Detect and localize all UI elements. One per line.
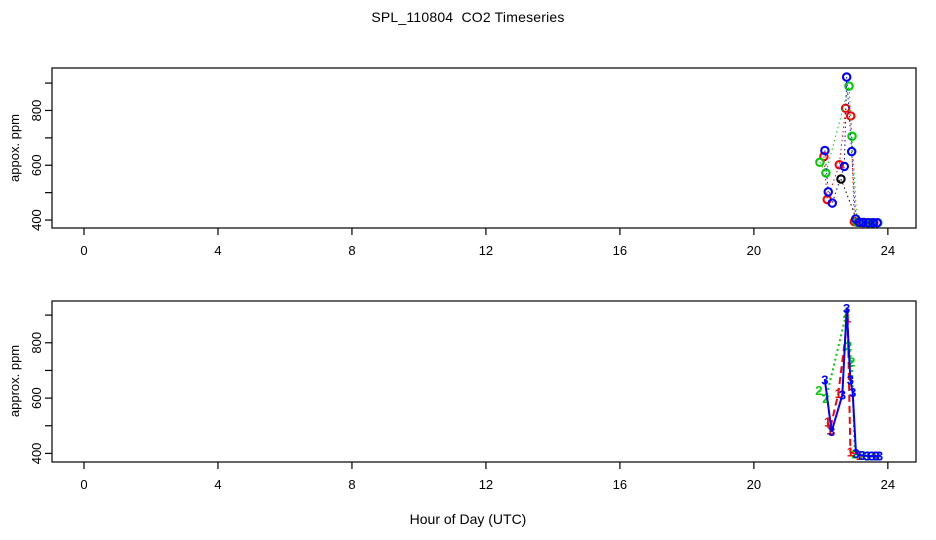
- data-point: 3: [863, 448, 870, 463]
- y-tick-label: 400: [29, 209, 44, 231]
- top-y-axis-label: appox. ppm: [7, 114, 22, 182]
- series-line: [824, 76, 878, 224]
- data-point: [844, 81, 854, 91]
- data-point: [863, 218, 874, 228]
- y-tick-label: 800: [29, 100, 44, 122]
- x-tick-label: 0: [80, 477, 87, 492]
- panel-border: [51, 67, 917, 229]
- top-panel: 0 4 8 12 16 20 24 400 600 800: [29, 67, 917, 258]
- y-tick-label: 800: [29, 332, 44, 354]
- x-tick-label: 24: [881, 243, 895, 258]
- data-point: 3: [876, 449, 883, 464]
- x-axis-label: Hour of Day (UTC): [409, 511, 527, 527]
- data-point: 3: [849, 385, 856, 400]
- x-tick-label: 12: [479, 243, 493, 258]
- data-point: [821, 168, 831, 178]
- data-point: [827, 198, 838, 208]
- x-tick-label: 12: [479, 477, 493, 492]
- x-tick-label: 8: [348, 243, 355, 258]
- data-point: 3: [873, 449, 880, 464]
- data-point: 1: [826, 422, 833, 437]
- bottom-y-axis-label: approx. ppm: [7, 345, 22, 417]
- data-point: [840, 103, 851, 114]
- data-point: [834, 159, 845, 170]
- x-tick-label: 16: [613, 477, 627, 492]
- y-tick-label: 600: [29, 154, 44, 176]
- data-point: [836, 174, 846, 184]
- data-point: [823, 187, 833, 197]
- x-tick-label: 4: [214, 477, 221, 492]
- data-point: 2: [815, 383, 822, 398]
- data-point: [868, 218, 878, 228]
- data-point: 3: [847, 373, 854, 388]
- data-point: 3: [821, 373, 828, 388]
- series-sensor-blue: [820, 72, 882, 228]
- data-point: [815, 157, 825, 167]
- panel-border: [51, 300, 917, 463]
- chart-title: SPL_110804 CO2 Timeseries: [371, 9, 565, 25]
- data-point: [846, 146, 857, 157]
- x-tick-label: 16: [613, 243, 627, 258]
- series-line: [823, 308, 880, 458]
- data-point: [854, 217, 864, 227]
- x-tick-label: 8: [348, 477, 355, 492]
- data-point: 2: [822, 391, 829, 406]
- x-tick-label: 24: [881, 477, 895, 492]
- data-point: 3: [868, 449, 875, 464]
- data-point: 3: [839, 388, 846, 403]
- x-tick-label: 0: [80, 243, 87, 258]
- y-tick-label: 400: [29, 443, 44, 465]
- data-point: [872, 218, 882, 228]
- data-point: 1: [847, 445, 854, 460]
- data-point: 1: [835, 386, 842, 401]
- series-line: [819, 85, 878, 224]
- data-point: 3: [858, 448, 865, 463]
- data-point: 3: [828, 424, 835, 439]
- data-point: [841, 72, 852, 82]
- data-point: [839, 161, 850, 172]
- x-tick-label: 20: [747, 243, 761, 258]
- data-point: [847, 131, 857, 141]
- data-point: 2: [848, 354, 855, 369]
- data-point: 1: [824, 415, 831, 430]
- data-point: [820, 145, 830, 156]
- x-tick-label: 4: [214, 243, 221, 258]
- data-point: 3: [843, 301, 850, 316]
- data-point: 3: [852, 446, 859, 461]
- x-tick-label: 20: [747, 477, 761, 492]
- y-tick-label: 600: [29, 387, 44, 409]
- series-line: [818, 313, 878, 458]
- data-point: [858, 217, 868, 228]
